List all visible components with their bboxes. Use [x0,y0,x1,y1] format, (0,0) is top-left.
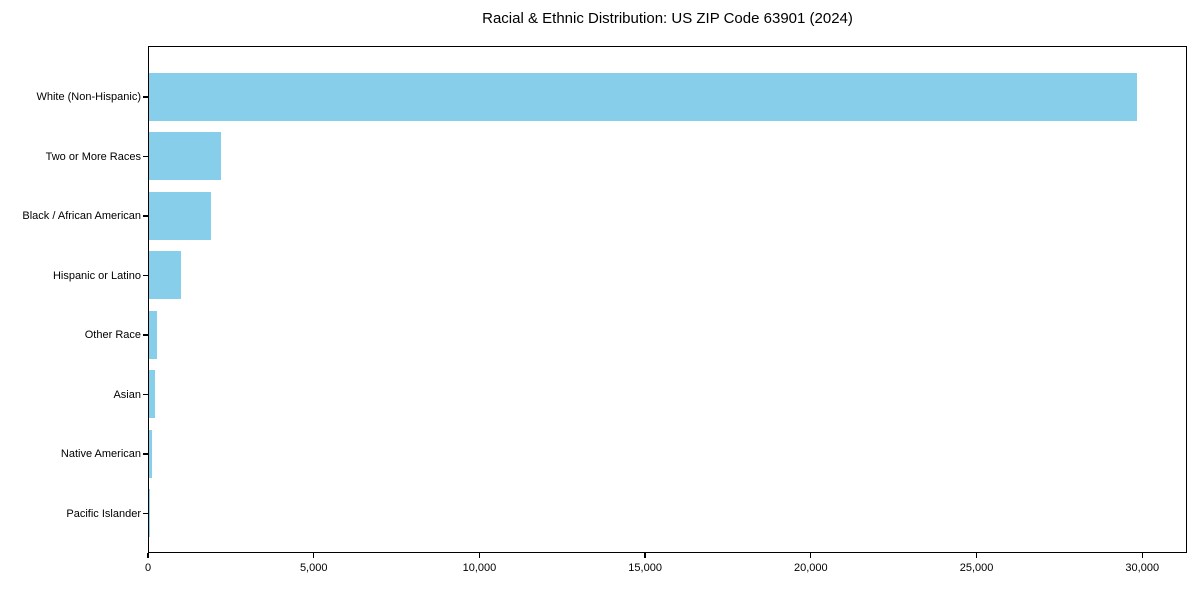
bar [149,72,1137,121]
x-tick-label: 25,000 [959,562,994,574]
y-tick-label: Hispanic or Latino [52,269,141,282]
x-tick-mark [810,552,812,558]
y-tick-mark [143,393,148,396]
x-tick-label: 20,000 [794,562,828,574]
bar [149,132,221,180]
x-tick-label: 5,000 [299,562,328,574]
bar [149,370,155,418]
y-tick-label: Native American [60,448,141,460]
x-tick-mark [644,552,646,558]
x-tick-mark [147,552,149,558]
y-tick-mark [143,96,148,98]
y-tick-mark [143,334,148,336]
chart-title: Racial & Ethnic Distribution: US ZIP Cod… [482,10,853,27]
y-tick-label: White (Non-Hispanic) [36,91,141,103]
y-tick-label: Two or More Races [45,150,141,163]
bar [149,251,182,299]
x-tick-mark [1141,552,1143,558]
bar [149,191,211,240]
y-tick-label: Other Race [84,329,141,341]
x-tick-mark [478,552,481,558]
bar [149,429,152,478]
y-tick-mark [143,512,148,515]
y-tick-mark [143,155,148,158]
plot-area [148,46,1187,553]
y-tick-label: Pacific Islander [66,507,141,520]
y-tick-mark [143,274,148,277]
x-tick-label: 10,000 [462,562,497,574]
x-tick-mark [975,552,978,558]
x-tick-label: 30,000 [1125,562,1160,574]
x-tick-label: 0 [144,562,152,574]
y-tick-mark [143,215,148,217]
x-tick-label: 15,000 [628,562,662,574]
y-tick-label: Asian [113,388,141,401]
x-tick-mark [313,552,315,558]
y-tick-label: Black / African American [22,210,141,222]
y-tick-mark [143,453,148,455]
bar [149,310,157,359]
